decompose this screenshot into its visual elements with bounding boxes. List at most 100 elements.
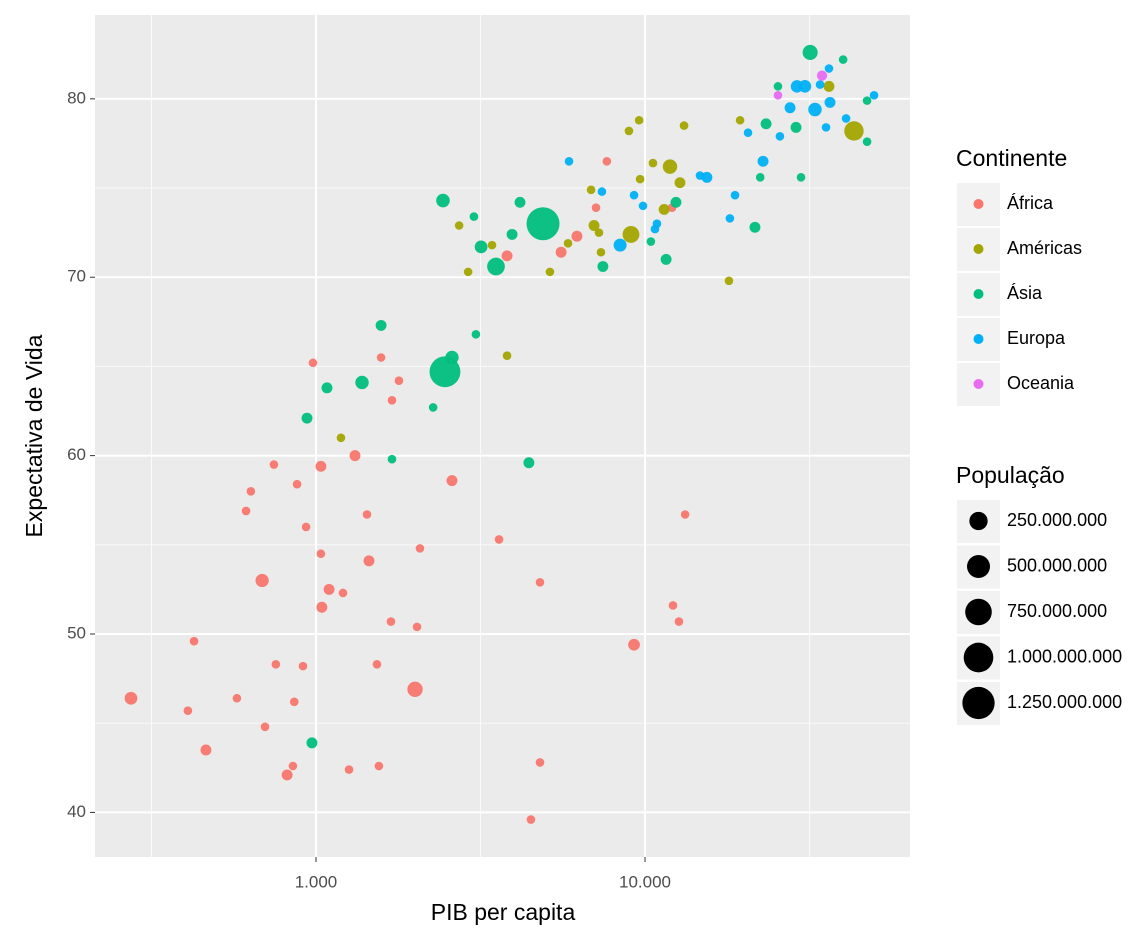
point — [316, 601, 328, 613]
point — [375, 319, 387, 331]
legend-label: África — [1007, 193, 1054, 213]
point — [622, 225, 640, 243]
point — [821, 123, 831, 132]
point — [730, 190, 740, 200]
point — [506, 228, 518, 240]
point — [415, 544, 425, 553]
point — [502, 351, 512, 361]
point — [292, 479, 302, 489]
point — [363, 555, 375, 567]
point — [790, 121, 802, 133]
point — [841, 114, 851, 123]
point — [494, 535, 504, 544]
y-tick-label: 70 — [67, 267, 86, 286]
point — [662, 159, 678, 174]
point — [183, 706, 193, 716]
point — [588, 220, 600, 231]
point — [596, 247, 606, 257]
point — [487, 257, 505, 276]
legend-swatch — [973, 379, 984, 389]
legend-swatch — [973, 199, 984, 209]
point — [613, 238, 627, 252]
y-tick-label: 80 — [67, 88, 86, 107]
y-tick-label: 40 — [67, 802, 86, 821]
point — [743, 128, 753, 138]
point — [372, 660, 382, 669]
point — [469, 212, 479, 221]
x-axis-title: PIB per capita — [431, 899, 576, 925]
point — [241, 506, 251, 516]
point — [784, 102, 796, 114]
point — [260, 722, 270, 732]
point — [862, 137, 872, 146]
point — [124, 691, 138, 705]
point — [658, 203, 670, 215]
point — [629, 190, 639, 200]
point — [628, 638, 640, 651]
point — [349, 450, 361, 462]
point — [674, 617, 684, 626]
point — [269, 460, 279, 469]
point — [301, 522, 311, 532]
point — [271, 660, 281, 669]
point — [680, 510, 690, 519]
point — [501, 250, 513, 262]
point — [306, 737, 318, 749]
point — [321, 382, 333, 394]
point — [436, 193, 450, 208]
x-tick-label: 1.000 — [295, 872, 338, 891]
legend-label: Oceania — [1007, 373, 1075, 393]
point — [571, 230, 583, 242]
point — [428, 403, 438, 412]
point — [487, 240, 497, 250]
point — [564, 156, 574, 166]
point — [338, 588, 348, 598]
point — [246, 487, 256, 496]
point — [315, 460, 327, 472]
size-legend-title: População — [956, 462, 1065, 488]
point — [773, 90, 783, 100]
point — [523, 457, 535, 469]
point — [555, 246, 567, 258]
x-tick-label: 10.000 — [619, 872, 671, 891]
point — [289, 697, 299, 707]
point — [869, 90, 879, 100]
point — [775, 132, 785, 141]
legend-swatch — [973, 289, 984, 299]
point — [798, 80, 812, 93]
point — [189, 636, 199, 646]
point — [376, 353, 386, 362]
point — [281, 769, 293, 781]
point — [474, 240, 488, 254]
point — [815, 80, 825, 89]
point — [802, 44, 818, 60]
point — [597, 187, 607, 196]
point — [255, 573, 269, 588]
point — [602, 156, 612, 166]
point — [679, 121, 689, 130]
point — [635, 174, 645, 184]
point — [844, 121, 864, 141]
point — [535, 577, 545, 587]
point — [652, 219, 662, 229]
panel — [95, 15, 910, 857]
point — [648, 158, 658, 168]
point — [288, 761, 298, 771]
point — [638, 201, 648, 211]
point — [308, 358, 318, 368]
point — [724, 276, 734, 286]
legend-label: 750.000.000 — [1007, 601, 1107, 621]
point — [725, 214, 735, 223]
point — [336, 433, 346, 443]
point — [545, 267, 555, 277]
point — [668, 601, 678, 610]
point — [670, 196, 682, 208]
point — [298, 661, 308, 671]
point — [446, 475, 458, 487]
point — [412, 622, 422, 632]
point — [594, 228, 604, 237]
legend-label: Américas — [1007, 238, 1082, 258]
point — [386, 617, 396, 626]
point — [563, 239, 573, 248]
point — [674, 177, 686, 189]
